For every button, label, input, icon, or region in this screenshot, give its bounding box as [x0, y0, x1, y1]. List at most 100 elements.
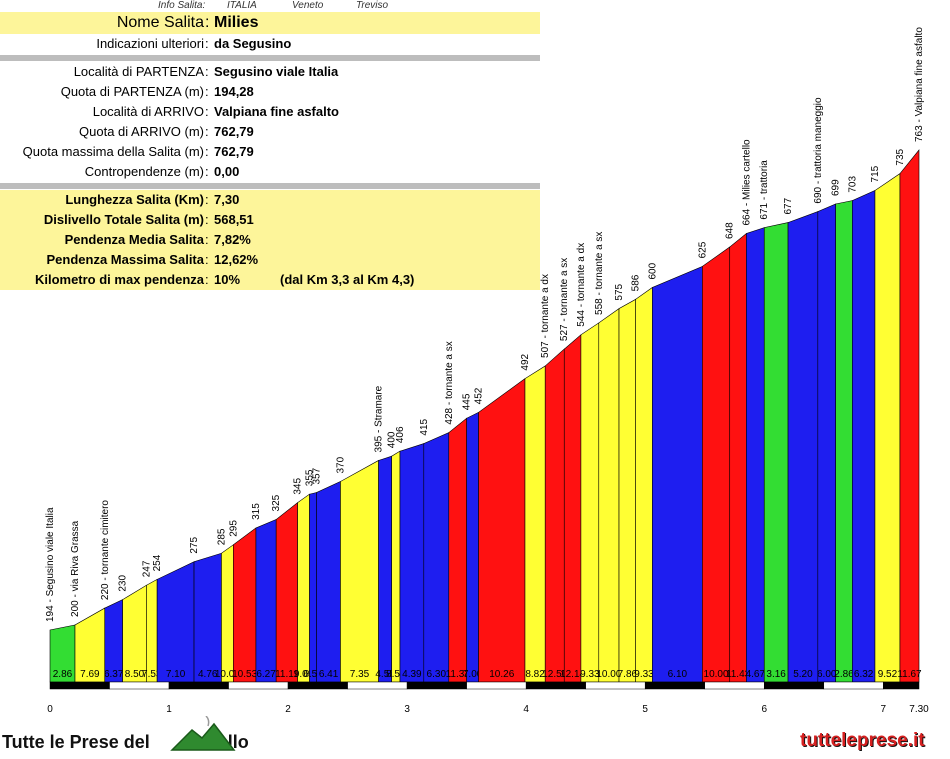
- x-tick-label: 7.30: [909, 704, 929, 715]
- point-label: 625: [697, 241, 708, 258]
- elevation-gain-label: Dislivello Totale Salita (m): [43, 212, 204, 227]
- more-info-label: Indicazioni ulteriori: [96, 36, 204, 51]
- end-altitude-label: Quota di ARRIVO (m): [79, 124, 204, 139]
- profile-segment: [763, 222, 789, 683]
- profile-segment: [399, 443, 425, 683]
- point-label: 357: [312, 467, 323, 484]
- segment-grade-label: 11.43: [726, 669, 751, 680]
- distance-bar-segment: [466, 681, 527, 690]
- average-grade-value: 7,82%: [214, 232, 251, 247]
- point-label: 345: [293, 477, 304, 494]
- segment-grade-label: 6.57: [303, 669, 323, 680]
- point-label: 445: [462, 393, 473, 410]
- segment-grade-label: 9.33: [580, 669, 600, 680]
- point-label: 507 - tornante a dx: [540, 274, 551, 358]
- row-counter-slopes: Contropendenze (m) : 0,00: [84, 164, 240, 179]
- profile-segment: [466, 411, 479, 683]
- point-label: 664 - Milies cartello: [741, 139, 752, 226]
- site-url: tutteleprese.it: [800, 730, 925, 751]
- row-average-grade: Pendenza Media Salita : 7,82%: [0, 230, 540, 250]
- x-tick-label: 5: [642, 704, 648, 715]
- profile-segment: [598, 308, 620, 683]
- average-grade-label: Pendenza Media Salita: [64, 232, 204, 247]
- profile-segment: [340, 459, 379, 683]
- segment-grade-label: 2.86: [834, 669, 854, 680]
- profile-segment: [156, 561, 195, 683]
- point-label: 415: [419, 418, 430, 435]
- end-location-label: Località di ARRIVO: [92, 104, 204, 119]
- segment-grade-label: 8.82: [525, 669, 545, 680]
- x-tick-label: 3: [404, 704, 410, 715]
- point-label: 355: [305, 469, 316, 486]
- x-tick-label: 2: [285, 704, 291, 715]
- segment-grade-label: 5.20: [793, 669, 813, 680]
- point-label: 586: [631, 274, 642, 291]
- segment-grade-label: 6.10: [668, 669, 688, 680]
- x-tick-label: 7: [881, 704, 887, 715]
- distance-bar-segment: [49, 681, 110, 690]
- point-label: 395 - Stramare: [374, 385, 385, 452]
- segment-grade-label: 9.09: [294, 669, 314, 680]
- point-label: 600: [647, 262, 658, 279]
- segment-grade-label: 12.14: [560, 669, 585, 680]
- length-label: Lunghezza Salita (Km): [65, 192, 204, 207]
- km-max-grade-label: Kilometro di max pendenza: [34, 272, 204, 287]
- distance-bar-segment: [525, 681, 586, 690]
- info-header: Info Salita: ITALIA Veneto Treviso: [0, 0, 540, 12]
- max-altitude-value: 762,79: [214, 144, 254, 159]
- row-max-altitude: Quota massima della Salita (m) : 762,79: [22, 144, 254, 159]
- profile-segment: [618, 298, 636, 683]
- x-tick-label: 4: [523, 704, 529, 715]
- point-label: 254: [152, 554, 163, 571]
- profile-segment: [391, 450, 401, 683]
- distance-bar-segment: [704, 681, 765, 690]
- row-start-altitude: Quota di PARTENZA (m) : 194,28: [60, 84, 254, 99]
- distance-bar-segment: [585, 681, 646, 690]
- profile-segment: [835, 200, 853, 683]
- segment-grade-label: 10.00: [704, 669, 729, 680]
- profile-segment: [275, 502, 298, 683]
- point-label: 671 - trattoria: [759, 160, 770, 220]
- segment-grade-label: 11.67: [897, 669, 922, 680]
- length-value: 7,30: [214, 192, 240, 207]
- segment-grade-label: 2.86: [53, 669, 73, 680]
- point-label: 285: [216, 528, 227, 545]
- segment-grade-label: 9.52: [878, 669, 898, 680]
- x-tick-label: 0: [47, 704, 53, 715]
- point-label: 247: [141, 560, 152, 577]
- segment-grade-label: 8.50: [125, 669, 145, 680]
- profile-segment: [309, 492, 317, 683]
- climb-info-table: Nome Salita : Milies Indicazioni ulterio…: [0, 12, 540, 290]
- row-length: Lunghezza Salita (Km) : 7,30: [0, 190, 540, 210]
- profile-segment: [787, 211, 819, 683]
- segment-grade-label: 6.00: [817, 669, 837, 680]
- climb-name-label: Nome Salita: [116, 14, 204, 31]
- info-label: Info Salita:: [158, 0, 206, 11]
- point-label: 275: [189, 537, 200, 554]
- row-km-max-grade: Kilometro di max pendenza : 10% (dal Km …: [0, 270, 540, 290]
- profile-segment: [635, 286, 653, 683]
- distance-bar-segment: [406, 681, 467, 690]
- point-label: 400: [387, 431, 398, 448]
- separator: [0, 183, 540, 189]
- max-altitude-label: Quota massima della Salita (m): [22, 144, 204, 159]
- profile-segment: [316, 481, 341, 683]
- distance-bar-segment: [763, 681, 825, 690]
- point-label: 703: [847, 175, 858, 192]
- row-end-altitude: Quota di ARRIVO (m) : 762,79: [79, 124, 254, 139]
- start-altitude-value: 194,28: [214, 84, 254, 99]
- segment-grade-label: 10.00: [215, 669, 240, 680]
- x-tick-label: 6: [761, 704, 767, 715]
- segment-grade-label: 7.10: [166, 669, 186, 680]
- segment-grade-label: 10.26: [489, 669, 514, 680]
- profile-segment: [746, 227, 765, 683]
- separator: [0, 55, 540, 61]
- distance-bar-segment: [228, 681, 289, 690]
- point-label: 325: [271, 494, 282, 511]
- point-label: 699: [831, 179, 842, 196]
- segment-grade-label: 9.33: [634, 669, 654, 680]
- elevation-gain-value: 568,51: [214, 212, 254, 227]
- km-max-grade-range: (dal Km 3,3 al Km 4,3): [280, 272, 415, 287]
- profile-segment: [899, 149, 920, 683]
- profile-segment: [122, 584, 147, 683]
